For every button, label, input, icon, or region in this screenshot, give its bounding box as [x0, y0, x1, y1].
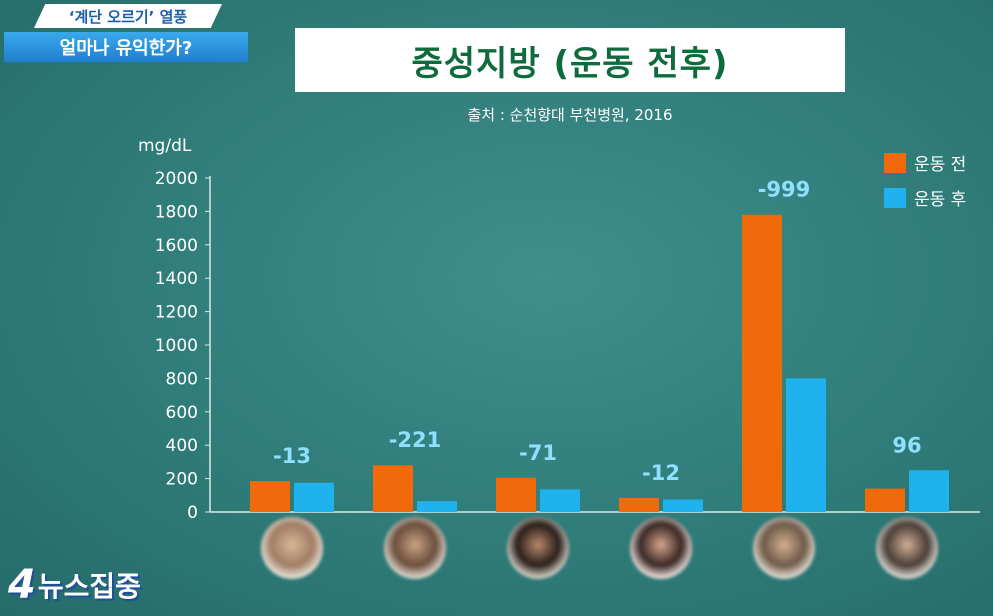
- difference-label-1: -13: [273, 444, 311, 468]
- difference-label-4: -12: [642, 461, 680, 485]
- legend-label-after: 운동 후: [914, 190, 967, 210]
- participant-photo-3: [507, 517, 569, 579]
- legend-swatch-after: [884, 187, 906, 208]
- bar-before-1: [250, 481, 290, 512]
- y-tick-label: 1400: [155, 269, 198, 289]
- logo-number: 4: [8, 562, 36, 608]
- y-tick-label: 200: [166, 470, 198, 490]
- difference-label-5: -999: [758, 178, 811, 202]
- bar-before-6: [865, 488, 905, 512]
- y-axis-unit: mg/dL: [138, 136, 192, 156]
- participant-photo-4: [630, 517, 692, 579]
- y-tick-label: 800: [166, 369, 198, 389]
- topic-title: 얼마나 유익한가?: [4, 32, 248, 62]
- legend-item-before: 운동 전: [884, 150, 966, 175]
- y-tick-label: 1800: [155, 202, 198, 222]
- bar-before-4: [619, 497, 659, 512]
- legend-label-before: 운동 전: [914, 155, 967, 175]
- participant-photo-6: [876, 517, 938, 579]
- topic-subtitle: ‘계단 오르기’ 열풍: [34, 4, 222, 28]
- bar-after-2: [417, 501, 457, 512]
- legend-item-after: 운동 후: [884, 185, 966, 210]
- y-tick-label: 600: [166, 403, 198, 423]
- bar-after-3: [540, 489, 580, 512]
- bar-after-6: [909, 470, 949, 512]
- participant-photo-2: [384, 517, 446, 579]
- legend-swatch-before: [884, 152, 906, 173]
- difference-label-6: 96: [892, 433, 921, 457]
- y-tick-label: 400: [166, 436, 198, 456]
- bar-after-1: [294, 482, 334, 512]
- bar-before-5: [742, 214, 782, 513]
- bar-after-4: [663, 499, 703, 512]
- participant-photo-5: [753, 517, 815, 579]
- bar-before-3: [496, 477, 536, 512]
- legend: 운동 전 운동 후: [884, 150, 966, 220]
- y-tick-label: 1600: [155, 236, 198, 256]
- bar-after-5: [786, 378, 826, 512]
- chart-title-box: 중성지방 (운동 전후): [295, 28, 845, 92]
- bar-before-2: [373, 465, 413, 512]
- participant-photo-1: [261, 517, 323, 579]
- channel-logo: 4 뉴스집중: [8, 562, 141, 608]
- y-tick-label: 0: [187, 503, 198, 523]
- topic-banner: ‘계단 오르기’ 열풍 얼마나 유익한가?: [4, 4, 248, 62]
- difference-label-2: -221: [389, 428, 442, 452]
- y-tick-label: 1000: [155, 336, 198, 356]
- chart-title: 중성지방 (운동 전후): [411, 43, 729, 84]
- chart-source: 출처 : 순천향대 부천병원, 2016: [467, 106, 673, 124]
- y-tick-label: 2000: [155, 169, 198, 189]
- logo-text: 뉴스집중: [37, 570, 141, 603]
- difference-label-3: -71: [519, 441, 557, 465]
- y-tick-label: 1200: [155, 303, 198, 323]
